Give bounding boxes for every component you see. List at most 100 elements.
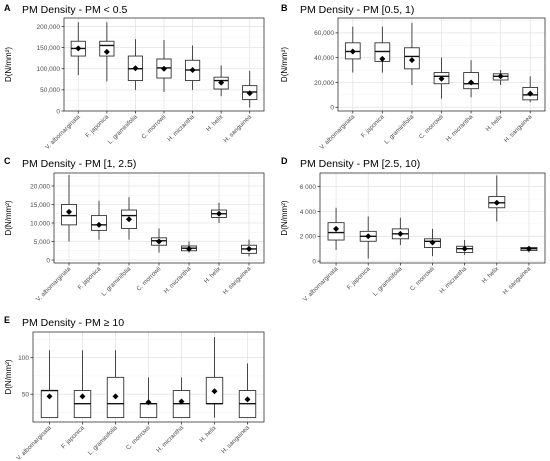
- mean-marker: [497, 73, 504, 80]
- box-7: [241, 239, 257, 257]
- box-2: [374, 26, 391, 73]
- x-tick-label: V. albomarginata: [15, 424, 53, 461]
- box-6: [211, 202, 227, 223]
- box-5: [463, 60, 479, 98]
- x-tick-label: H. helix: [205, 113, 225, 133]
- mean-marker: [246, 245, 252, 252]
- y-axis-label: D(N/mm²): [4, 47, 13, 82]
- mean-marker: [79, 393, 86, 400]
- box-1: [327, 207, 345, 250]
- box-iqr: [139, 403, 158, 419]
- box-7: [520, 245, 538, 253]
- mean-marker: [156, 238, 162, 245]
- box-3: [121, 197, 137, 240]
- y-tick-label: 60,000: [314, 30, 334, 37]
- mean-marker: [527, 90, 534, 97]
- x-tick-label: C. morrowii: [140, 113, 167, 140]
- box-4: [139, 377, 158, 419]
- y-tick-label: 2 000: [300, 234, 317, 241]
- mean-marker: [66, 208, 72, 215]
- y-axis-label: D(N/mm²): [4, 359, 13, 394]
- panel-e: E PM Density - PM ≥ 10 50 100 V. albomargina…: [4, 315, 265, 461]
- y-tick-label: 6 000: [300, 184, 317, 191]
- box-7: [238, 363, 257, 419]
- panel-letter: B: [281, 3, 288, 13]
- mean-marker: [112, 393, 119, 400]
- y-tick-label: 200,000: [37, 24, 61, 31]
- box-7: [522, 76, 539, 103]
- box-4: [156, 39, 172, 92]
- y-tick-label: 20,000: [30, 183, 50, 190]
- mean-marker: [216, 210, 222, 217]
- box-1: [70, 22, 86, 76]
- mean-marker: [218, 79, 225, 86]
- mean-marker: [103, 48, 110, 55]
- box-3: [391, 217, 409, 245]
- box-5: [184, 45, 201, 90]
- y-tick-label: 50: [22, 391, 30, 398]
- mean-marker: [132, 65, 139, 72]
- box-2: [359, 216, 377, 259]
- box-5: [181, 241, 197, 253]
- mean-marker: [145, 399, 152, 406]
- x-tick-label: F. japonica: [84, 113, 110, 139]
- box-4: [424, 228, 441, 257]
- box-2: [73, 350, 92, 419]
- y-tick-label: 15,000: [30, 202, 50, 209]
- x-tick-label: C. morrowii: [409, 265, 436, 292]
- panel-letter: A: [4, 3, 11, 13]
- mean-marker: [349, 48, 356, 55]
- y-axis-label: D(N/mm²): [4, 200, 13, 235]
- box-1: [61, 174, 77, 242]
- x-tick-label: H. helix: [203, 265, 223, 285]
- mean-marker: [186, 245, 192, 252]
- panel-title: PM Density - PM ≥ 10: [22, 317, 124, 329]
- x-tick-label: F. japonica: [60, 424, 86, 450]
- x-tick-label: L. graminifolia: [383, 113, 416, 146]
- x-tick-label: V. albomarginata: [44, 113, 82, 151]
- x-tick-label: C. morrowii: [418, 113, 445, 140]
- y-axis-label: D(N/mm²): [280, 47, 289, 82]
- box-6: [488, 175, 506, 222]
- panel-title: PM Density - PM [0.5, 1): [300, 4, 414, 16]
- mean-marker: [438, 75, 445, 82]
- mean-marker: [379, 55, 386, 62]
- mean-marker: [126, 216, 132, 223]
- y-tick-label: 4 000: [300, 209, 317, 216]
- y-tick-label: 0: [46, 257, 50, 264]
- x-tick-label: H. micrantha: [445, 113, 475, 143]
- panel-c: C PM Density - PM [1, 2.5) 0 5,000 10,000 15,…: [4, 156, 265, 303]
- box-3: [404, 22, 420, 85]
- box-5: [172, 377, 191, 419]
- mean-marker: [161, 65, 167, 72]
- y-tick-label: 5,000: [34, 239, 51, 246]
- x-tick-label: L. graminifolia: [372, 265, 405, 298]
- x-tick-label: H. micrantha: [163, 265, 193, 295]
- x-tick-label: L. graminifolia: [100, 265, 133, 298]
- box-6: [492, 70, 509, 85]
- x-tick-label: V. albomarginata: [35, 265, 73, 303]
- mean-marker: [244, 396, 251, 403]
- y-tick-label: 0: [312, 258, 316, 265]
- mean-marker: [525, 245, 532, 252]
- mean-marker: [75, 45, 82, 52]
- box-2: [99, 22, 115, 82]
- x-tick-label: L. graminifolia: [87, 424, 120, 457]
- panel-a: A PM Density - PM < 0.5 0 50,000 100,000 150,…: [4, 3, 265, 151]
- panel-title: PM Density - PM [1, 2.5): [22, 158, 136, 170]
- panel-d: D PM Density - PM [2.5, 10) 0 2 000 4 000 6 0…: [280, 156, 546, 303]
- x-tick-label: C. morrowii: [125, 424, 152, 451]
- y-tick-label: 50,000: [40, 87, 60, 94]
- mean-marker: [189, 66, 196, 73]
- y-tick-label: 0: [330, 105, 334, 112]
- y-tick-label: 150,000: [37, 45, 61, 52]
- box-3: [106, 350, 125, 419]
- box-4: [433, 57, 450, 99]
- x-tick-label: H. micrantha: [155, 424, 185, 454]
- panel-letter: E: [4, 315, 10, 325]
- x-tick-label: H. micrantha: [438, 265, 468, 295]
- panel-title: PM Density - PM < 0.5: [22, 4, 127, 16]
- x-tick-label: H. sanguinea: [222, 265, 253, 296]
- y-tick-label: 0: [56, 108, 60, 115]
